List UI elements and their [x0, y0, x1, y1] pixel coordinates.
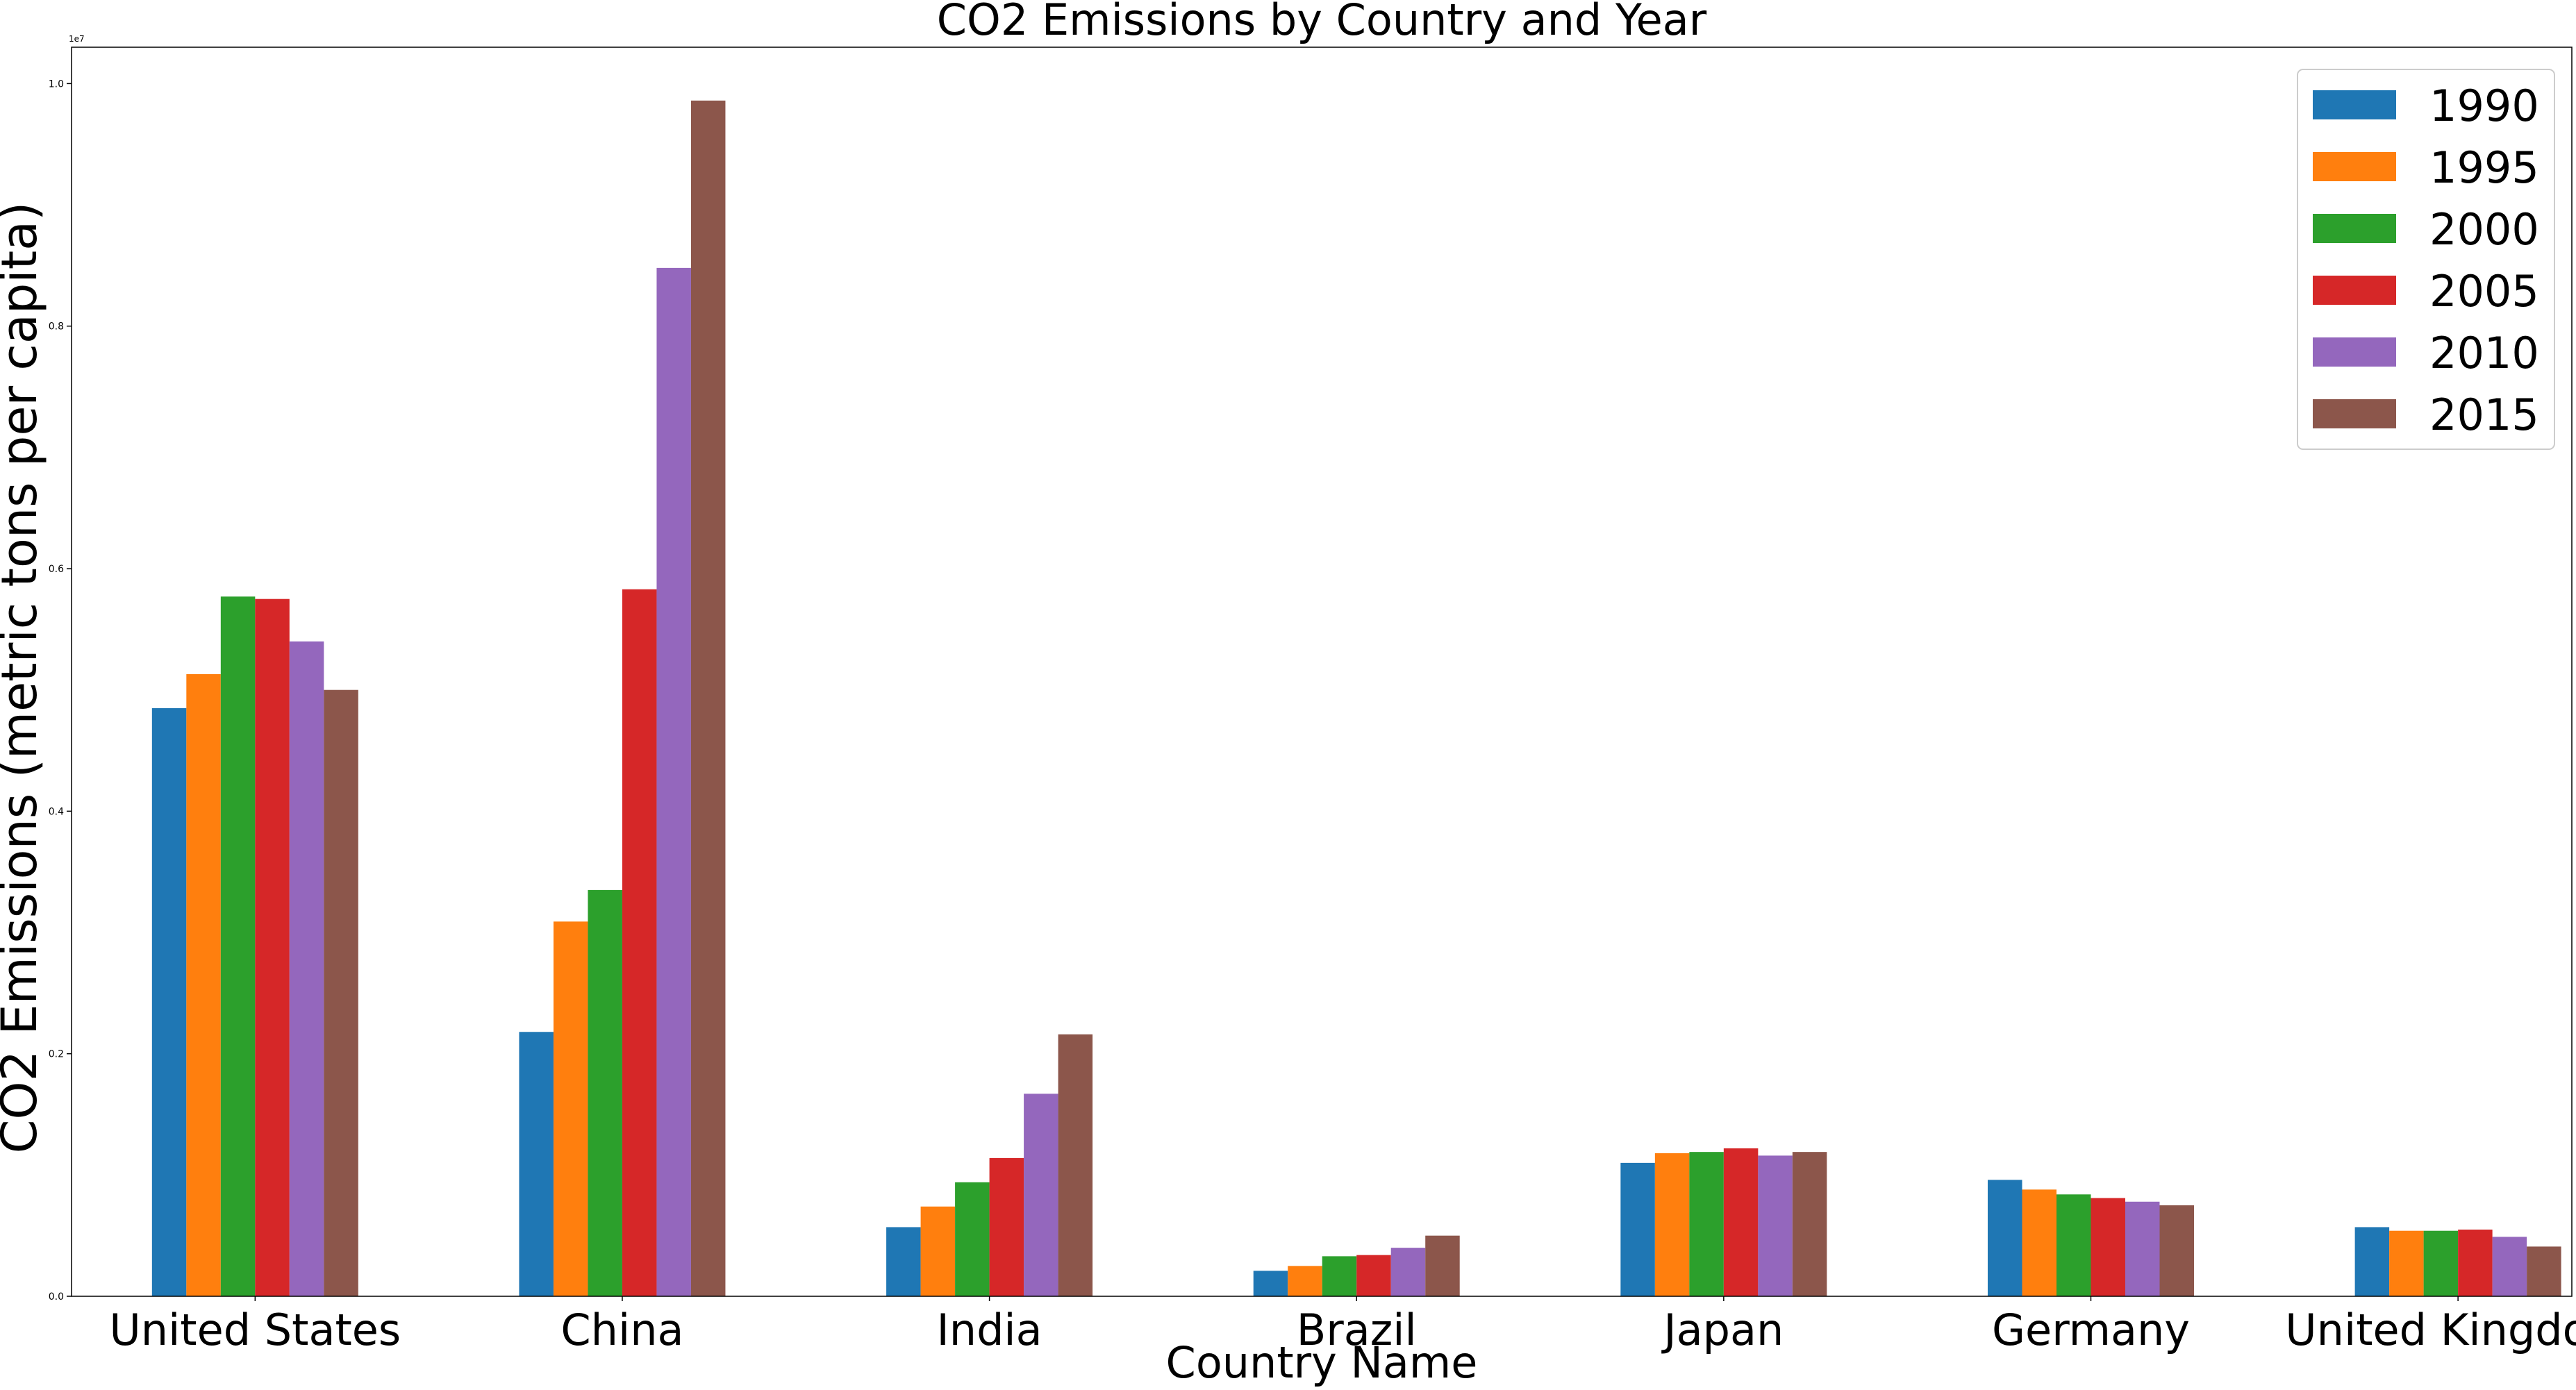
bar-india-2005 [989, 1157, 1024, 1296]
legend-label: 2000 [2429, 204, 2539, 255]
bar-japan-1990 [1620, 1162, 1655, 1296]
bar-united-kingdom-1995 [2389, 1230, 2424, 1296]
legend-swatch [2313, 337, 2396, 367]
y-tick-label: 0.4 [49, 806, 64, 817]
bar-brazil-2015 [1425, 1235, 1460, 1296]
bar-united-states-2010 [289, 641, 324, 1296]
bar-united-states-1995 [186, 673, 221, 1296]
bar-japan-2000 [1689, 1152, 1724, 1296]
bar-germany-2015 [2159, 1205, 2194, 1296]
bar-japan-2005 [1723, 1148, 1759, 1296]
legend-label: 1995 [2429, 142, 2539, 193]
bar-united-states-1990 [151, 707, 187, 1296]
y-tick-label: 0.2 [49, 1049, 64, 1060]
bar-united-kingdom-2000 [2423, 1230, 2459, 1296]
y-tick-label: 0.8 [49, 321, 64, 333]
bar-united-states-2000 [220, 596, 256, 1296]
legend-label: 2015 [2429, 390, 2539, 440]
bar-united-kingdom-1990 [2354, 1227, 2390, 1296]
x-axis-label: Country Name [1166, 1337, 1478, 1388]
x-tick-label: United States [109, 1305, 401, 1355]
bar-india-1990 [886, 1227, 921, 1296]
y-axis-label: CO2 Emissions (metric tons per capita) [0, 202, 48, 1154]
legend-label: 2005 [2429, 266, 2539, 317]
bar-germany-2005 [2091, 1198, 2125, 1296]
bar-india-2015 [1058, 1034, 1093, 1296]
x-tick-label: Japan [1661, 1305, 1784, 1355]
bar-japan-1995 [1654, 1153, 1690, 1296]
bar-china-1995 [553, 921, 588, 1296]
bar-brazil-1995 [1288, 1266, 1322, 1296]
x-tick-label: United Kingdom [2285, 1305, 2576, 1355]
chart-title: CO2 Emissions by Country and Year [937, 0, 1707, 45]
bar-japan-2010 [1758, 1155, 1793, 1296]
legend-swatch [2313, 214, 2396, 243]
y-tick-label: 0.0 [49, 1291, 64, 1303]
legend-label: 1990 [2429, 81, 2539, 131]
legend-label: 2010 [2429, 328, 2539, 378]
bar-india-1995 [920, 1206, 956, 1296]
bar-germany-2000 [2056, 1194, 2091, 1296]
bar-china-2015 [690, 100, 726, 1297]
legend-swatch [2313, 90, 2396, 119]
bar-brazil-2000 [1322, 1256, 1357, 1296]
x-tick-label: India [937, 1305, 1042, 1355]
x-tick-label: China [560, 1305, 683, 1355]
bar-united-kingdom-2015 [2527, 1246, 2561, 1296]
bar-united-states-2005 [255, 598, 290, 1296]
bar-china-2005 [622, 589, 657, 1296]
bar-china-2000 [588, 889, 622, 1296]
y-tick-label: 1.0 [49, 78, 64, 90]
bar-china-1990 [519, 1032, 554, 1296]
legend-swatch [2313, 399, 2396, 428]
bar-india-2010 [1024, 1094, 1058, 1296]
bar-united-kingdom-2010 [2492, 1237, 2527, 1296]
bar-japan-2015 [1792, 1152, 1827, 1296]
bar-china-2010 [656, 267, 691, 1296]
plot-frame [71, 47, 2573, 1297]
bar-united-kingdom-2005 [2458, 1229, 2493, 1296]
bar-germany-2010 [2125, 1201, 2160, 1296]
legend-swatch [2313, 276, 2396, 305]
bar-germany-1990 [1987, 1180, 2022, 1296]
y-tick-label: 0.6 [49, 564, 64, 575]
bar-india-2000 [955, 1182, 990, 1296]
x-tick-label: Brazil [1297, 1305, 1417, 1355]
legend-swatch [2313, 152, 2396, 181]
bar-brazil-2005 [1356, 1255, 1391, 1296]
y-offset-text: 1e7 [69, 34, 85, 44]
bar-germany-1995 [2022, 1189, 2056, 1296]
x-tick-label: Germany [1992, 1305, 2190, 1355]
bar-brazil-1990 [1253, 1271, 1288, 1296]
bar-brazil-2010 [1390, 1248, 1426, 1296]
bar-united-states-2015 [324, 689, 358, 1296]
